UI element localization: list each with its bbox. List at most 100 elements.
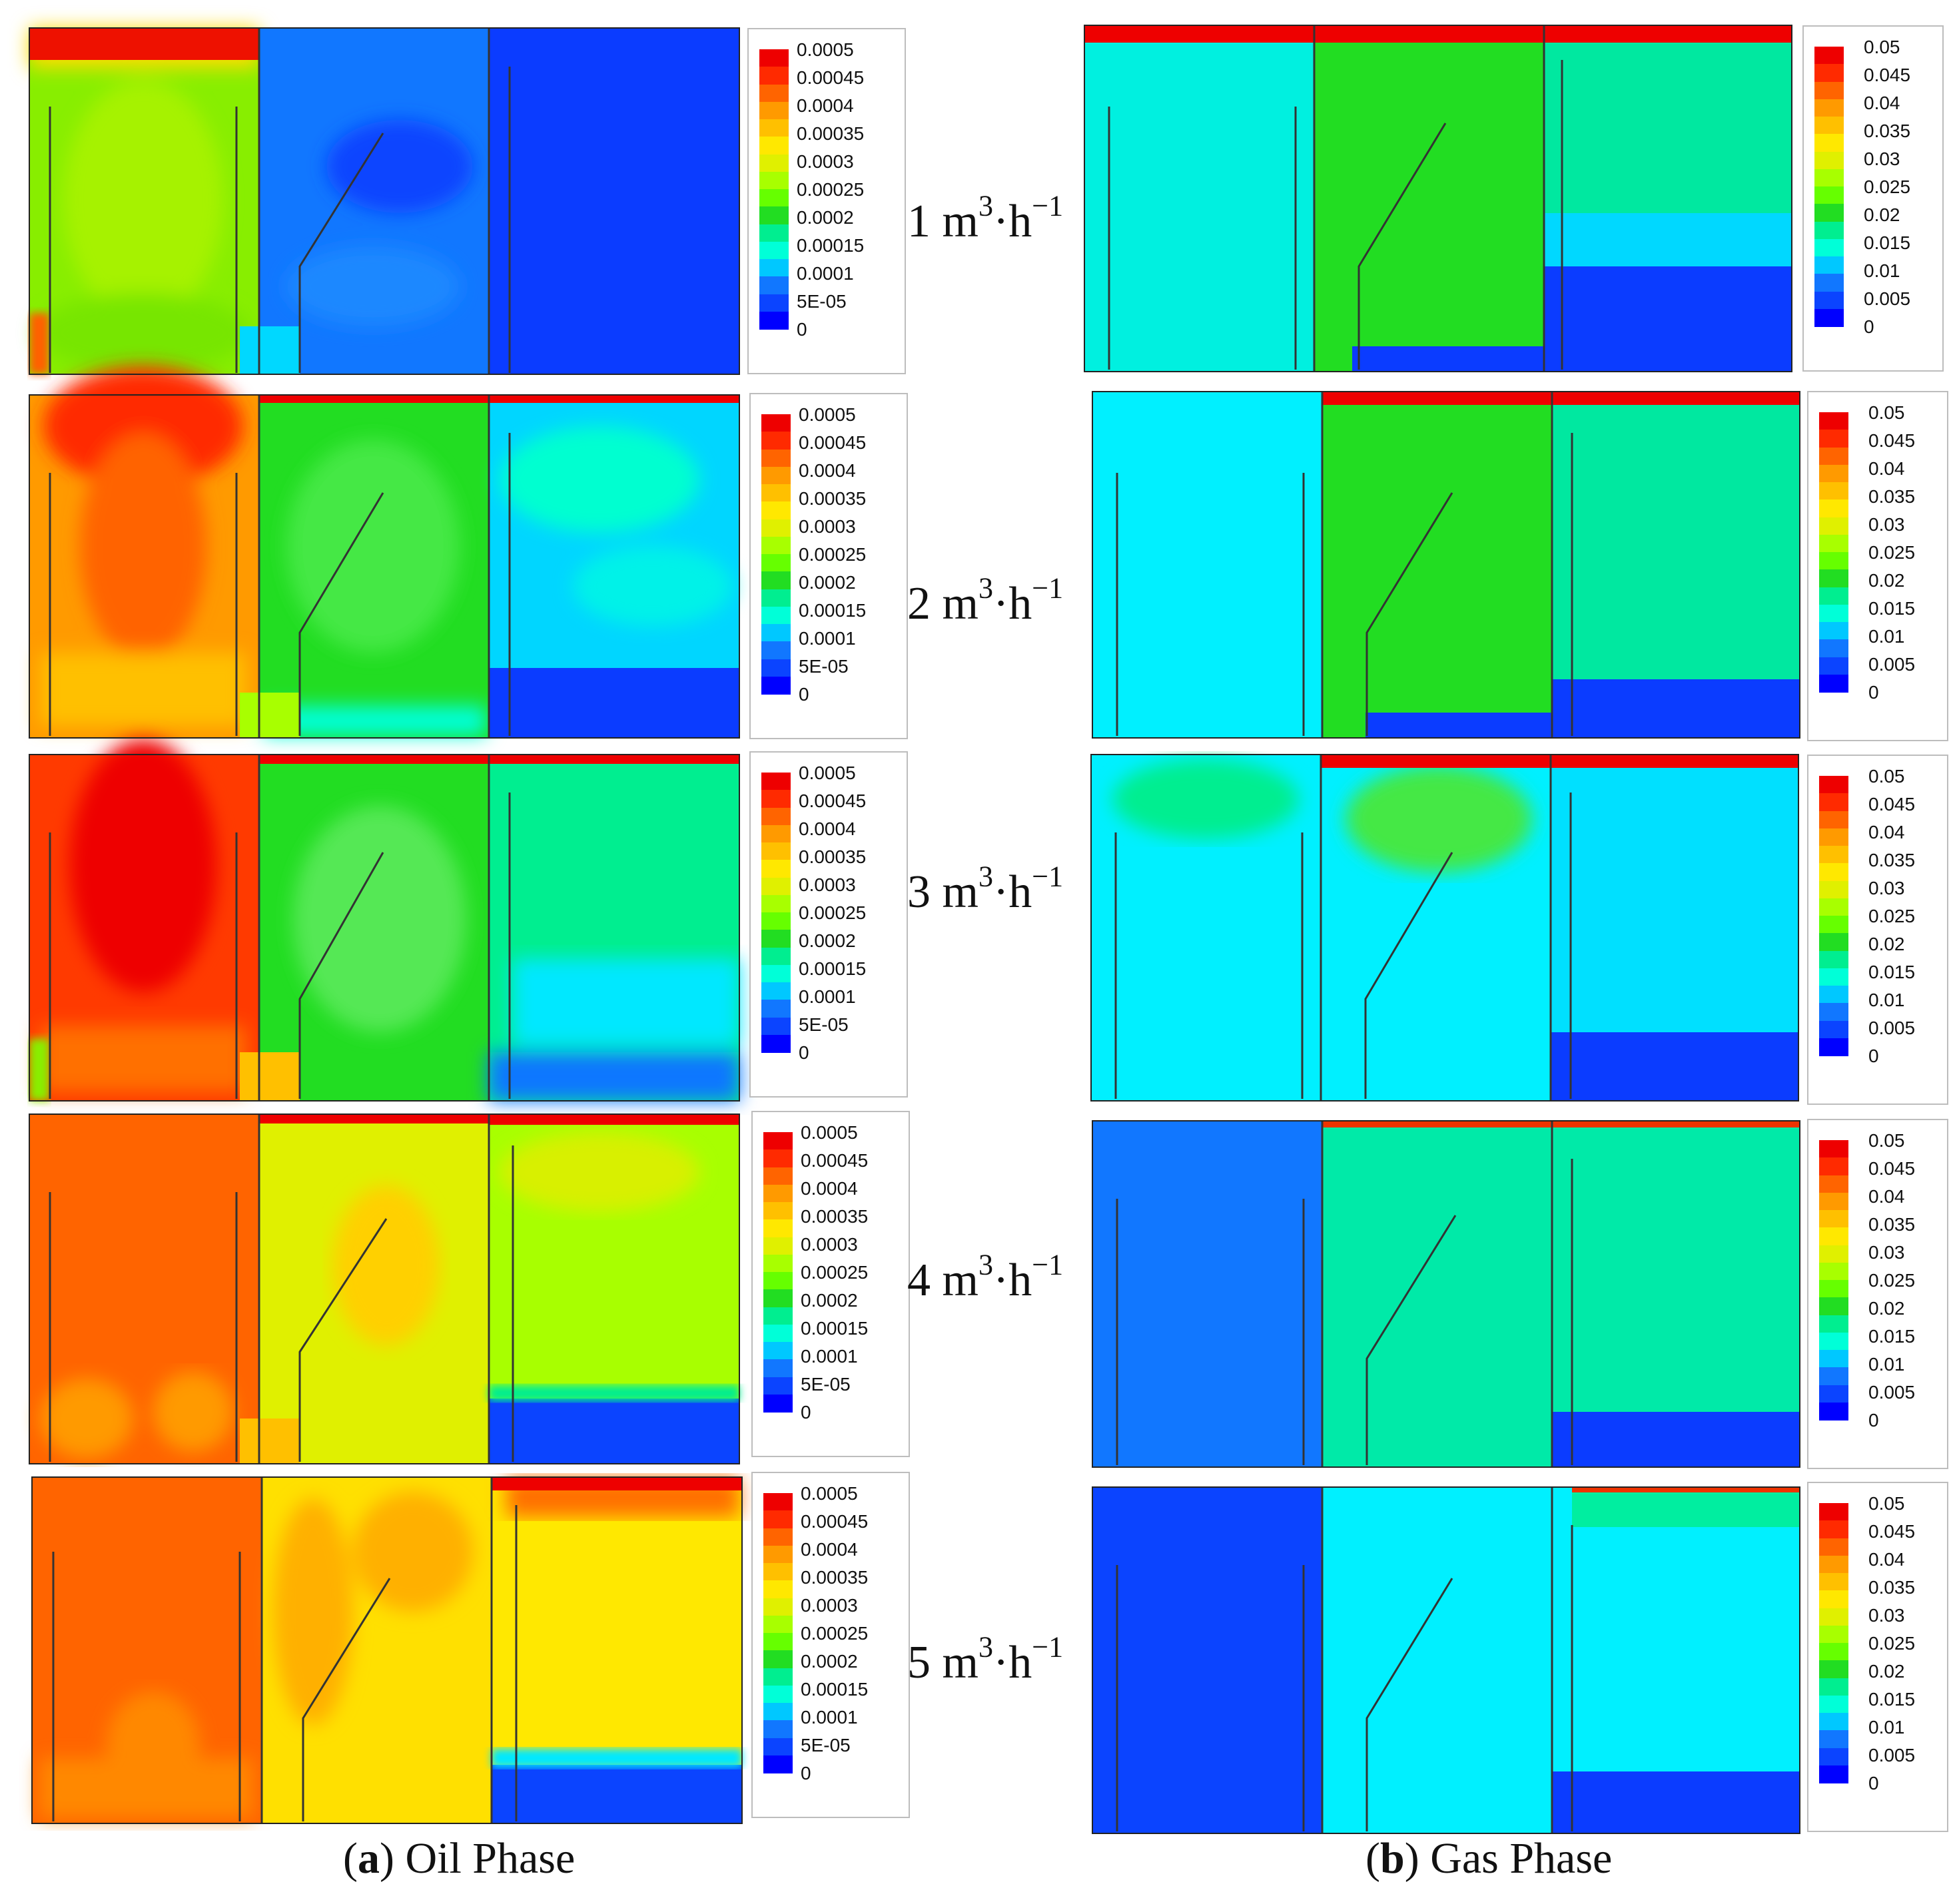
legend-tick-label: 0.00035 — [797, 123, 865, 144]
legend-tick-label: 0 — [1868, 1773, 1879, 1793]
colorbar-segment — [759, 49, 789, 67]
colorbar-segment — [759, 276, 789, 295]
colorbar-segment — [759, 84, 789, 103]
colorbar-segment — [763, 1580, 793, 1599]
colorbar-segment — [761, 947, 791, 966]
colorbar-segment — [1819, 1730, 1848, 1749]
colorbar-segment — [761, 1034, 791, 1053]
colorbar-segment — [1819, 1175, 1848, 1193]
colorbar — [1819, 1503, 1848, 1783]
colorbar-segment — [759, 224, 789, 242]
colorbar-segment — [1814, 99, 1844, 117]
legend-tick-label: 0.0001 — [801, 1346, 858, 1367]
colorbar-segment — [1819, 968, 1848, 986]
colorbar-segment — [759, 119, 789, 137]
colorbar-segment — [1819, 1608, 1848, 1626]
legend-tick-label: 0 — [1868, 1046, 1879, 1066]
legend-tick-label: 0.015 — [1868, 1689, 1916, 1710]
colorbar-segment — [1819, 1297, 1848, 1316]
colorbar-segment — [761, 790, 791, 808]
colorbar-segment — [1819, 898, 1848, 916]
colorbar-segment — [763, 1615, 793, 1634]
colorbar-segment — [761, 624, 791, 642]
colorbar-segment — [761, 676, 791, 695]
colorbar-segment — [1819, 412, 1848, 430]
legend-tick-label: 0.025 — [1868, 542, 1916, 563]
colorbar-segment — [1819, 1140, 1848, 1158]
legend-tick-label: 0.00035 — [801, 1567, 869, 1588]
colorbar-segment — [1819, 1555, 1848, 1574]
legend-tick-label: 0.035 — [1864, 121, 1911, 141]
colorbar-segment — [1819, 1350, 1848, 1368]
legend-tick-label: 0.05 — [1868, 1130, 1905, 1151]
colorbar-segment — [1819, 1315, 1848, 1333]
legend-tick-label: 0.00025 — [799, 902, 867, 923]
caption-gas-letter: b — [1379, 1834, 1405, 1883]
colorbar-segment — [1819, 846, 1848, 864]
colorbar-segment — [763, 1289, 793, 1308]
colorbar-segment — [1814, 117, 1844, 135]
colorbar-segment — [761, 1000, 791, 1018]
colorbar-segment — [1819, 1660, 1848, 1679]
colorbar-segment — [1819, 1157, 1848, 1176]
colorbar-segment — [1819, 1210, 1848, 1228]
colorbar-segment — [761, 589, 791, 607]
gas-legend-1: 0.05 0.045 0.04 0.035 0.03 0.025 0.02 0.015 0.01… — [1802, 25, 1944, 372]
legend-tick-label: 0.0004 — [801, 1178, 858, 1199]
colorbar — [1819, 412, 1848, 693]
legend-tick-label: 0.0003 — [799, 516, 856, 537]
legend-tick-label: 0.03 — [1864, 149, 1900, 169]
legend-tick-label: 0.025 — [1864, 176, 1911, 197]
legend-tick-label: 0.00025 — [799, 544, 867, 565]
legend-tick-label: 0.00025 — [801, 1623, 869, 1644]
legend-tick-label: 0.015 — [1868, 962, 1916, 982]
legend-tick-label: 0.00045 — [797, 67, 865, 88]
colorbar-segment — [1819, 1280, 1848, 1298]
legend-tick-label: 0.0005 — [797, 39, 854, 60]
gas-contour-4 — [1092, 1121, 1800, 1467]
legend-tick-label: 0.00015 — [801, 1679, 869, 1700]
legend-tick-label: 0 — [1868, 1410, 1879, 1430]
legend-tick-label: 0.045 — [1868, 1521, 1916, 1542]
legend-tick-label: 0 — [799, 684, 809, 705]
colorbar-segment — [763, 1703, 793, 1721]
colorbar-segment — [761, 414, 791, 432]
colorbar-segment — [1819, 464, 1848, 483]
colorbar-segment — [1814, 151, 1844, 170]
legend-tick-label: 0.01 — [1868, 626, 1905, 647]
legend-tick-label: 0.0002 — [797, 207, 854, 228]
legend-tick-label: 0.00035 — [799, 488, 867, 509]
colorbar-segment — [1819, 986, 1848, 1004]
legend-tick-label: 0.02 — [1868, 1661, 1905, 1682]
legend-tick-label: 0.00045 — [799, 432, 867, 453]
legend-tick-label: 0.0004 — [799, 818, 856, 839]
colorbar-segment — [1819, 499, 1848, 518]
colorbar-segment — [763, 1307, 793, 1325]
colorbar-segment — [761, 466, 791, 485]
colorbar-segment — [1819, 1678, 1848, 1696]
colorbar-segment — [763, 1510, 793, 1529]
legend-tick-label: 0 — [801, 1763, 811, 1783]
colorbar-segment — [1814, 134, 1844, 153]
legend-tick-label: 0.005 — [1868, 1382, 1916, 1403]
colorbar — [763, 1132, 793, 1413]
legend-tick-label: 0.025 — [1868, 1270, 1916, 1291]
oil-contour-3 — [29, 739, 739, 1101]
colorbar-segment — [1819, 657, 1848, 675]
colorbar-segment — [1819, 1520, 1848, 1539]
colorbar-segment — [763, 1149, 793, 1168]
legend-tick-label: 0.03 — [1868, 514, 1905, 535]
colorbar-segment — [1819, 916, 1848, 934]
colorbar-segment — [1819, 828, 1848, 846]
colorbar-segment — [759, 171, 789, 190]
colorbar-segment — [763, 1668, 793, 1686]
colorbar-segment — [1819, 1573, 1848, 1591]
legend-tick-label: 0.015 — [1864, 232, 1911, 253]
colorbar-segment — [761, 641, 791, 660]
legend-tick-label: 0.0001 — [799, 986, 856, 1007]
colorbar-segment — [1819, 1192, 1848, 1211]
legend-tick-label: 0.005 — [1868, 1018, 1916, 1038]
gas-legend-3: 0.05 0.045 0.04 0.035 0.03 0.025 0.02 0.015 0.01… — [1807, 755, 1948, 1105]
colorbar-segment — [763, 1598, 793, 1616]
